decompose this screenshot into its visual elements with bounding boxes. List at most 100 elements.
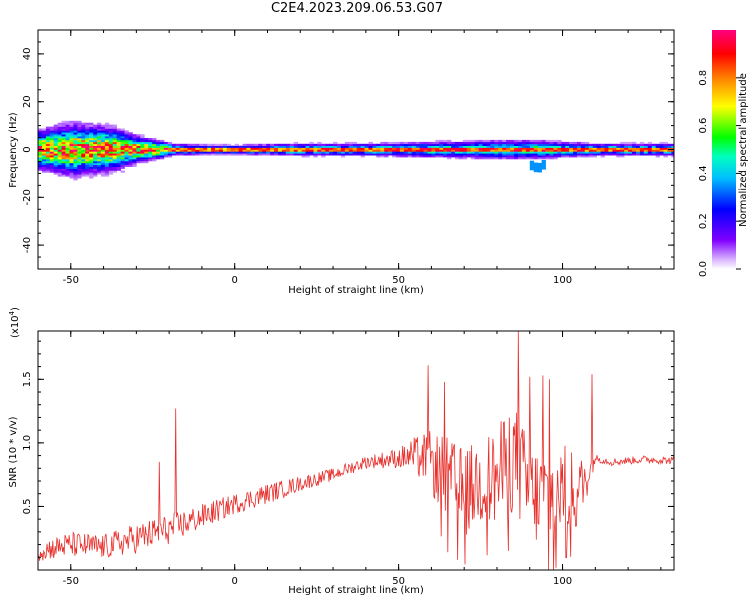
heatmap-cell: [584, 145, 590, 148]
heatmap-cell: [183, 149, 188, 152]
heatmap-cell: [203, 145, 208, 148]
heatmap-cell: [81, 151, 86, 154]
heatmap-cell: [431, 141, 436, 145]
heatmap-cell: [494, 147, 499, 150]
heatmap-cell: [65, 147, 70, 150]
heatmap-cell: [77, 143, 82, 146]
heatmap-cell: [321, 149, 326, 152]
heatmap-cell: [494, 157, 499, 160]
heatmap-cell: [45, 149, 51, 152]
heatmap-cell: [529, 143, 535, 146]
heatmap-cell: [49, 153, 55, 156]
heatmap-cell: [458, 141, 464, 145]
heatmap-cell: [364, 147, 369, 150]
heatmap-cell: [89, 166, 94, 169]
heatmap-cell: [541, 157, 546, 160]
heatmap-cell: [553, 155, 558, 158]
heatmap-cell: [53, 132, 58, 135]
heatmap-cell: [325, 143, 330, 146]
heatmap-cell: [211, 153, 216, 156]
heatmap-cell: [100, 166, 106, 169]
heatmap-cell: [41, 164, 47, 167]
heatmap-cell: [160, 143, 165, 146]
heatmap-cell: [254, 143, 259, 146]
heatmap-cell: [215, 147, 220, 150]
heatmap-cell: [53, 128, 58, 131]
heatmap-cell: [148, 149, 153, 152]
heatmap-cell: [49, 170, 55, 173]
heatmap-cell: [128, 161, 133, 164]
heatmap-cell: [557, 145, 562, 148]
heatmap-cell: [45, 155, 51, 158]
heatmap-cell: [69, 166, 74, 169]
heatmap-cell: [41, 166, 47, 169]
heatmap-cell: [285, 153, 291, 156]
heatmap-cell: [604, 153, 609, 156]
heatmap-cell: [156, 145, 161, 148]
heatmap-cell: [274, 153, 279, 156]
heatmap-cell: [116, 168, 121, 171]
heatmap-cell: [655, 145, 660, 148]
heatmap-cell: [612, 149, 617, 152]
heatmap-cell: [647, 141, 653, 145]
heatmap-cell: [77, 141, 82, 145]
heatmap-cell: [470, 143, 475, 146]
heatmap-cell: [557, 155, 562, 158]
heatmap-cell: [132, 155, 137, 158]
heatmap-cell: [179, 151, 184, 154]
heatmap-cell: [112, 130, 117, 133]
page-title: C2E4.2023.209.06.53.G07: [270, 1, 444, 16]
colorbar-tick-label: 0.8: [698, 70, 709, 86]
heatmap-cell: [77, 130, 82, 133]
heatmap-cell: [53, 168, 58, 171]
heatmap-cell: [431, 149, 436, 152]
heatmap-cell: [368, 147, 373, 150]
heatmap-cell: [537, 162, 542, 173]
heatmap-cell: [466, 155, 472, 158]
heatmap-cell: [100, 170, 106, 173]
heatmap-cell: [175, 151, 180, 154]
heatmap-cell: [636, 153, 641, 156]
heatmap-cell: [100, 134, 106, 137]
heatmap-cell: [266, 143, 271, 146]
heatmap-cell: [179, 143, 184, 146]
heatmap-cell: [61, 153, 66, 156]
heatmap-cell: [93, 149, 98, 152]
heatmap-cell: [116, 145, 121, 148]
heatmap-cell: [537, 141, 542, 145]
heatmap-cell: [651, 143, 656, 146]
heatmap-cell: [45, 164, 51, 167]
heatmap-cell: [352, 145, 357, 148]
heatmap-cell: [541, 149, 546, 152]
heatmap-cell: [285, 151, 291, 154]
heatmap-cell: [93, 153, 98, 156]
heatmap-cell: [93, 166, 98, 169]
heatmap-cell: [116, 147, 121, 150]
heatmap-cell: [53, 159, 58, 162]
heatmap-cell: [667, 149, 672, 152]
heatmap-cell: [81, 126, 86, 129]
heatmap-cell: [49, 168, 55, 171]
heatmap-cell: [466, 145, 472, 148]
heatmap-cell: [132, 164, 137, 167]
heatmap-cell: [285, 149, 291, 152]
heatmap-cell: [81, 164, 86, 167]
heatmap-cell: [104, 128, 110, 131]
colorbar-tick-label: 0.2: [698, 213, 709, 229]
heatmap-cell: [671, 143, 674, 146]
heatmap-cell: [120, 136, 125, 139]
heatmap-cell: [160, 147, 165, 150]
y-tick-label: -20: [22, 189, 33, 205]
heatmap-cell: [120, 147, 125, 150]
heatmap-cell: [596, 143, 601, 146]
heatmap-cell: [93, 159, 98, 162]
heatmap-cell: [61, 149, 66, 152]
heatmap-cell: [163, 153, 169, 156]
heatmap-cell: [592, 145, 597, 148]
heatmap-cell: [592, 153, 597, 156]
heatmap-cell: [569, 143, 574, 146]
heatmap-cell: [663, 145, 668, 148]
heatmap-cell: [258, 145, 263, 148]
heatmap-cell: [69, 162, 74, 166]
heatmap-cell: [612, 145, 617, 148]
